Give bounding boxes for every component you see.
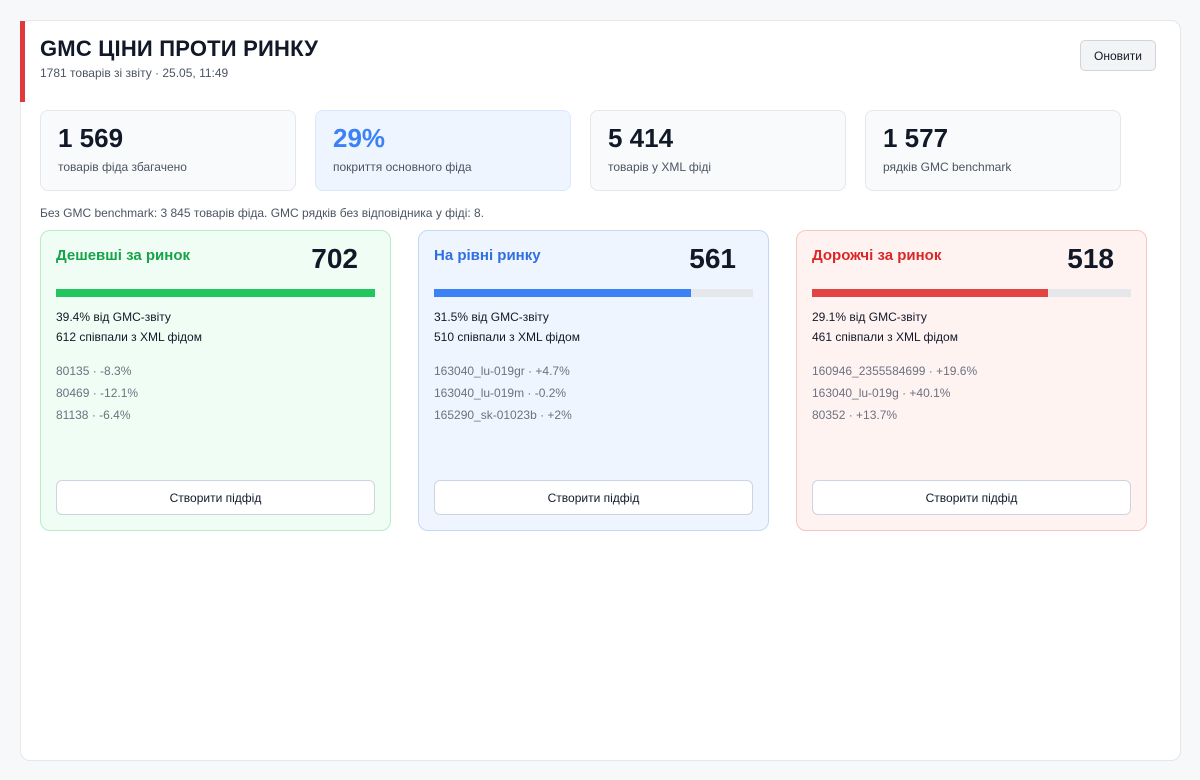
- kpi-value: 29%: [333, 123, 386, 153]
- segment-count: 518: [1067, 243, 1114, 274]
- refresh-button[interactable]: Оновити: [1080, 40, 1156, 71]
- list-item: 80352 · +13.7%: [812, 408, 898, 422]
- kpi-card-xml-products: 5 414 товарів у XML фіді: [590, 110, 846, 191]
- list-item: 163040_lu-019gr · +4.7%: [434, 364, 570, 378]
- segment-title: На рівні ринку: [434, 247, 541, 264]
- segment-card-pricier: Дорожчі за ринок 518 29.1% від GMC-звіту…: [796, 230, 1147, 531]
- segment-matched: 612 співпали з XML фідом: [56, 330, 202, 344]
- segment-sample-list: 80135 · -8.3% 80469 · -12.1% 81138 · -6.…: [56, 360, 138, 426]
- segment-share: 31.5% від GMC-звіту: [434, 310, 549, 324]
- list-item: 163040_lu-019m · -0.2%: [434, 386, 567, 400]
- segment-count: 702: [311, 243, 358, 274]
- kpi-label: рядків GMC benchmark: [883, 160, 1012, 174]
- kpi-card-enriched: 1 569 товарів фіда збагачено: [40, 110, 296, 191]
- segment-progress-track: [56, 289, 375, 297]
- create-subfeed-button-cheaper[interactable]: Створити підфід: [56, 480, 375, 515]
- kpi-value: 5 414: [608, 123, 674, 153]
- kpi-value: 1 577: [883, 123, 949, 153]
- list-item: 165290_sk-01023b · +2%: [434, 408, 572, 422]
- segment-progress-track: [434, 289, 753, 297]
- segment-matched: 461 співпали з XML фідом: [812, 330, 958, 344]
- list-item: 80469 · -12.1%: [56, 386, 139, 400]
- segment-sample-list: 163040_lu-019gr · +4.7% 163040_lu-019m ·…: [434, 360, 572, 426]
- segment-share: 39.4% від GMC-звіту: [56, 310, 171, 324]
- segment-progress-track: [812, 289, 1131, 297]
- kpi-label: покриття основного фіда: [333, 160, 472, 174]
- kpi-card-coverage: 29% покриття основного фіда: [315, 110, 571, 191]
- list-item: 81138 · -6.4%: [56, 408, 131, 422]
- segment-card-at-market: На рівні ринку 561 31.5% від GMC-звіту 5…: [418, 230, 769, 531]
- list-item: 160946_2355584699 · +19.6%: [812, 364, 978, 378]
- kpi-label: товарів у XML фіді: [608, 160, 712, 174]
- create-subfeed-button-at-market[interactable]: Створити підфід: [434, 480, 753, 515]
- list-item: 80135 · -8.3%: [56, 364, 132, 378]
- segment-title: Дорожчі за ринок: [812, 247, 942, 264]
- segment-share: 29.1% від GMC-звіту: [812, 310, 927, 324]
- kpi-value: 1 569: [58, 123, 124, 153]
- create-subfeed-button-pricier[interactable]: Створити підфід: [812, 480, 1131, 515]
- segment-sample-list: 160946_2355584699 · +19.6% 163040_lu-019…: [812, 360, 977, 426]
- segment-card-cheaper: Дешевші за ринок 702 39.4% від GMC-звіту…: [40, 230, 391, 531]
- page-subtitle: 1781 товарів зі звіту · 25.05, 11:49: [40, 66, 229, 80]
- page-title: GMC ЦІНИ ПРОТИ РИНКУ: [40, 36, 319, 61]
- gmc-price-panel: GMC ЦІНИ ПРОТИ РИНКУ 1781 товарів зі зві…: [20, 20, 1181, 761]
- segment-progress-fill: [812, 289, 1049, 297]
- segment-progress-fill: [434, 289, 691, 297]
- segment-count: 561: [689, 243, 736, 274]
- kpi-label: товарів фіда збагачено: [58, 160, 187, 174]
- segment-matched: 510 співпали з XML фідом: [434, 330, 580, 344]
- segment-progress-fill: [56, 289, 375, 297]
- coverage-note: Без GMC benchmark: 3 845 товарів фіда. G…: [40, 206, 485, 220]
- accent-bar: [20, 21, 25, 102]
- list-item: 163040_lu-019g · +40.1%: [812, 386, 951, 400]
- kpi-card-benchmark-rows: 1 577 рядків GMC benchmark: [865, 110, 1121, 191]
- segment-title: Дешевші за ринок: [56, 247, 190, 264]
